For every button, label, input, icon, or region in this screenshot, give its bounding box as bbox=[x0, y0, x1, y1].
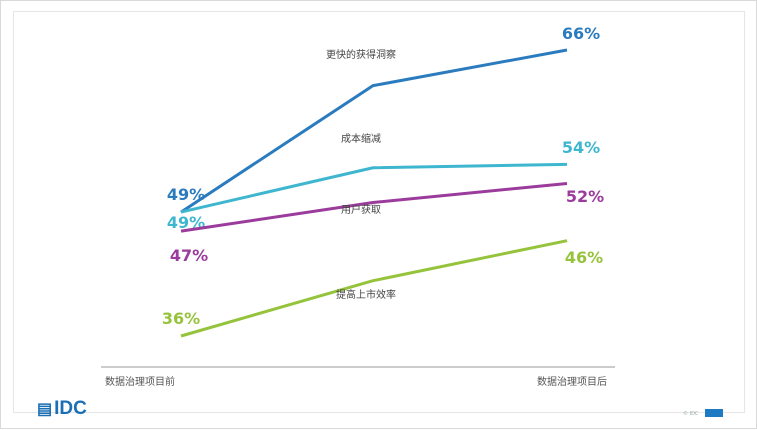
series-line-market bbox=[180, 239, 568, 338]
series-line-insight bbox=[180, 48, 568, 214]
footer-copyright: © IDC bbox=[683, 411, 699, 417]
series-name-label-market: 提高上市效率 bbox=[336, 288, 396, 301]
x-tick-label-before: 数据治理项目前 bbox=[105, 375, 175, 388]
series-line-user bbox=[180, 181, 568, 233]
start-value-label-market: 36% bbox=[162, 309, 200, 328]
end-value-label-user: 52% bbox=[566, 187, 604, 206]
idc-logo: ▤ IDC bbox=[37, 398, 87, 420]
series-name-label-user: 用户获取 bbox=[341, 203, 381, 216]
series-line-cost bbox=[180, 162, 568, 214]
end-value-label-insight: 66% bbox=[562, 24, 600, 43]
x-tick-label-after: 数据治理项目后 bbox=[537, 375, 607, 388]
series-name-label-cost: 成本缩减 bbox=[341, 132, 381, 145]
series-name-label-insight: 更快的获得洞察 bbox=[326, 48, 396, 61]
end-value-label-market: 46% bbox=[565, 248, 603, 267]
start-value-label-user: 47% bbox=[170, 246, 208, 265]
start-value-label-insight: 49% bbox=[167, 185, 205, 204]
footer-brand-bar bbox=[705, 409, 723, 417]
start-value-label-cost: 49% bbox=[167, 213, 205, 232]
globe-icon: ▤ bbox=[37, 401, 53, 418]
slide-content-frame bbox=[13, 11, 745, 413]
logo-text: IDC bbox=[54, 398, 87, 419]
end-value-label-cost: 54% bbox=[562, 138, 600, 157]
